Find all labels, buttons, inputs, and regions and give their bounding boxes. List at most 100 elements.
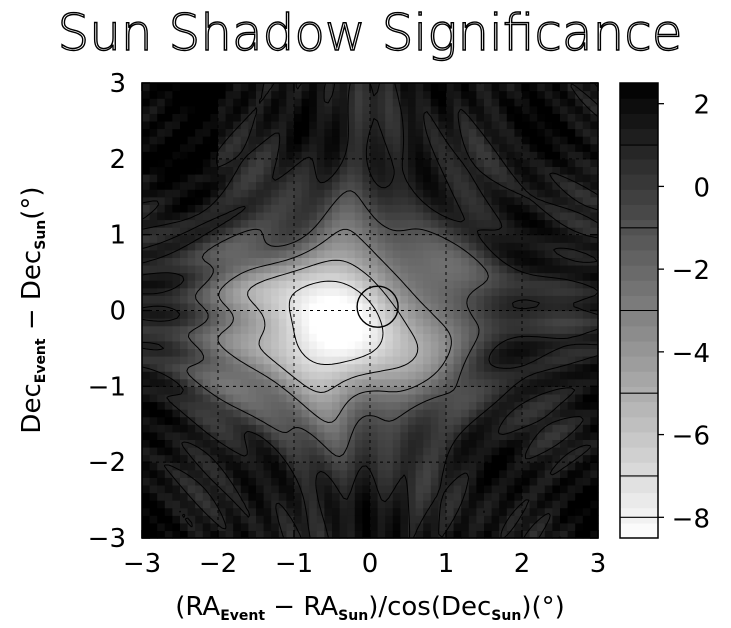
- heatmap-cell: [385, 120, 394, 130]
- heatmap-cell: [271, 469, 280, 478]
- heatmap-cell: [309, 302, 318, 312]
- heatmap-cell: [590, 227, 599, 236]
- heatmap-cell: [415, 477, 424, 486]
- heatmap-cell: [392, 257, 401, 266]
- heatmap-cell: [468, 363, 477, 372]
- heatmap-cell: [210, 333, 219, 342]
- heatmap-cell: [157, 189, 166, 198]
- heatmap-cell: [149, 287, 158, 296]
- heatmap-cell: [468, 227, 477, 236]
- heatmap-cell: [324, 90, 333, 99]
- heatmap-cell: [164, 113, 173, 122]
- heatmap-cell: [339, 454, 348, 463]
- heatmap-cell: [385, 401, 394, 410]
- heatmap-cell: [332, 272, 341, 281]
- heatmap-cell: [537, 401, 546, 410]
- x-tick-label: −3: [123, 549, 161, 579]
- heatmap-cell: [316, 249, 325, 259]
- heatmap-cell: [157, 363, 166, 372]
- heatmap-cell: [347, 500, 356, 509]
- heatmap-cell: [438, 83, 447, 92]
- heatmap-cell: [484, 295, 493, 304]
- heatmap-cell: [271, 280, 280, 289]
- heatmap-cell: [491, 447, 500, 456]
- heatmap-cell: [415, 295, 424, 304]
- heatmap-cell: [271, 219, 280, 228]
- heatmap-cell: [233, 151, 242, 160]
- heatmap-cell: [438, 447, 447, 456]
- heatmap-cell: [423, 477, 432, 486]
- heatmap-cell: [370, 378, 379, 387]
- heatmap-cell: [233, 128, 242, 137]
- heatmap-cell: [187, 196, 196, 205]
- heatmap-cell: [294, 386, 303, 395]
- heatmap-cell: [172, 227, 181, 236]
- heatmap-cell: [339, 181, 348, 190]
- heatmap-cell: [164, 371, 173, 380]
- heatmap-cell: [256, 295, 265, 304]
- heatmap-cell: [575, 181, 584, 190]
- heatmap-cell: [347, 386, 356, 395]
- heatmap-cell: [590, 416, 599, 425]
- heatmap-cell: [476, 120, 485, 130]
- heatmap-cell: [339, 234, 348, 243]
- heatmap-cell: [316, 120, 325, 130]
- heatmap-cell: [278, 371, 287, 380]
- heatmap-cell: [324, 204, 333, 213]
- heatmap-cell: [567, 393, 576, 403]
- heatmap-cell: [286, 257, 295, 266]
- heatmap-cell: [180, 227, 189, 236]
- heatmap-cell: [248, 439, 257, 448]
- heatmap-cell: [552, 83, 561, 92]
- heatmap-cell: [446, 409, 455, 418]
- heatmap-cell: [172, 280, 181, 289]
- heatmap-cell: [180, 272, 189, 281]
- heatmap-cell: [385, 310, 394, 319]
- x-tick-label: −2: [199, 549, 237, 579]
- heatmap-cell: [590, 90, 599, 99]
- heatmap-cell: [408, 401, 417, 410]
- heatmap-cell: [537, 348, 546, 357]
- heatmap-cell: [453, 348, 462, 357]
- heatmap-cell: [522, 105, 531, 114]
- heatmap-cell: [286, 378, 295, 387]
- heatmap-cell: [142, 469, 151, 478]
- heatmap-cell: [529, 295, 538, 304]
- heatmap-cell: [476, 189, 485, 198]
- heatmap-cell: [172, 333, 181, 342]
- heatmap-cell: [446, 189, 455, 198]
- heatmap-cell: [248, 462, 257, 471]
- heatmap-cell: [187, 257, 196, 266]
- heatmap-cell: [157, 325, 166, 334]
- heatmap-cell: [575, 454, 584, 463]
- heatmap-cell: [461, 378, 470, 387]
- heatmap-cell: [202, 257, 211, 266]
- heatmap-cell: [385, 196, 394, 205]
- heatmap-cell: [506, 492, 515, 501]
- heatmap-cell: [187, 356, 196, 365]
- heatmap-cell: [408, 469, 417, 478]
- heatmap-cell: [225, 333, 234, 342]
- heatmap-cell: [400, 211, 409, 221]
- heatmap-cell: [172, 348, 181, 357]
- heatmap-cell: [180, 211, 189, 221]
- heatmap-cell: [461, 447, 470, 456]
- heatmap-cell: [468, 166, 477, 175]
- heatmap-cell: [248, 128, 257, 137]
- heatmap-cell: [210, 515, 219, 524]
- heatmap-cell: [316, 181, 325, 190]
- heatmap-cell: [339, 522, 348, 532]
- heatmap-cell: [567, 136, 576, 145]
- heatmap-cell: [202, 522, 211, 532]
- heatmap-cell: [294, 181, 303, 190]
- heatmap-cell: [180, 469, 189, 478]
- heatmap-cell: [438, 393, 447, 403]
- heatmap-cell: [370, 272, 379, 281]
- heatmap-cell: [271, 211, 280, 221]
- heatmap-cell: [157, 158, 166, 168]
- heatmap-cell: [195, 401, 204, 410]
- axis-label-text: )(°): [521, 592, 564, 622]
- heatmap-cell: [278, 484, 287, 494]
- heatmap-cell: [430, 295, 439, 304]
- heatmap-cell: [468, 120, 477, 130]
